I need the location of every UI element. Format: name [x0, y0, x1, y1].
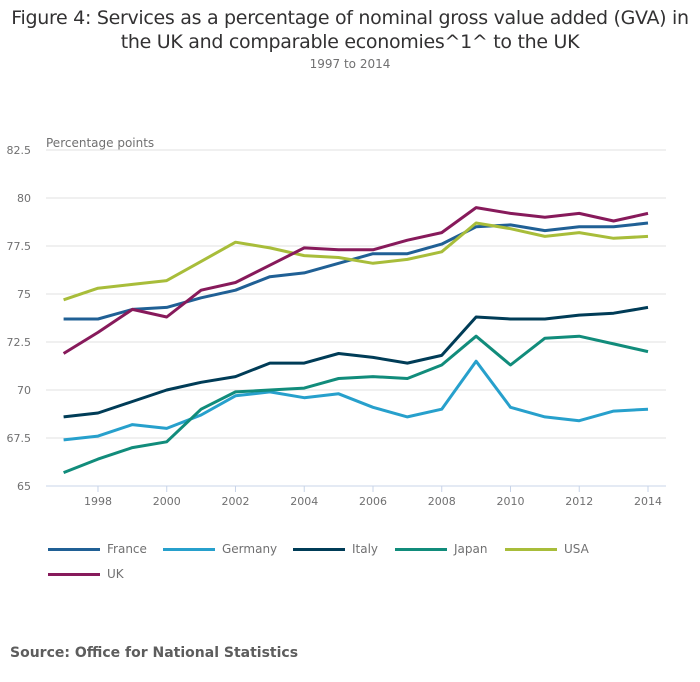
series-line-italy — [63, 305, 649, 419]
series-line-germany — [63, 359, 649, 442]
legend-label: USA — [564, 542, 589, 556]
legend-swatch — [163, 547, 215, 551]
legend-swatch — [505, 547, 557, 551]
x-tick-label: 2006 — [359, 495, 387, 508]
x-tick-label: 2010 — [496, 495, 524, 508]
x-tick-label: 2008 — [428, 495, 456, 508]
legend-swatch — [48, 572, 100, 576]
x-tick-label: 2014 — [634, 495, 662, 508]
series-line-uk — [62, 206, 649, 355]
y-tick-label: 70 — [17, 384, 31, 397]
series-line-usa — [63, 221, 649, 302]
legend-label: France — [107, 542, 147, 556]
series-line-france — [63, 221, 649, 321]
legend-item-france[interactable]: France — [48, 540, 147, 558]
legend-item-italy[interactable]: Italy — [293, 540, 378, 558]
legend-label: Italy — [352, 542, 379, 556]
source-note: Source: Office for National Statistics — [10, 645, 299, 661]
x-tick-label: 2002 — [221, 495, 249, 508]
line-chart: 65 67.5 70 72.5 75 77.5 80 82.5 1998 2000 2002 200… — [7, 136, 666, 508]
chart-title: Figure 4: Services as a percentage of no… — [11, 7, 689, 53]
y-tick-label: 67.5 — [7, 432, 32, 445]
x-tick-label: 2012 — [565, 495, 593, 508]
chart-subtitle: 1997 to 2014 — [309, 57, 391, 71]
y-tick-label: 65 — [17, 480, 31, 493]
legend-swatch — [293, 547, 345, 551]
y-tick-label: 77.5 — [7, 240, 32, 253]
legend-item-japan[interactable]: Japan — [395, 540, 487, 558]
x-axis-ticks: 1998 2000 2002 2004 2006 2008 2010 2012 2014 — [84, 486, 662, 508]
legend-item-germany[interactable]: Germany — [163, 540, 277, 558]
legend-swatch — [395, 547, 447, 551]
legend-item-uk[interactable]: UK — [48, 565, 124, 583]
x-tick-label: 1998 — [84, 495, 112, 508]
series-lines — [62, 206, 649, 474]
y-axis-label: Percentage points — [46, 136, 154, 150]
x-tick-label: 2000 — [153, 495, 181, 508]
legend-label: Germany — [222, 542, 278, 556]
y-tick-label: 72.5 — [7, 336, 32, 349]
legend-label: Japan — [454, 542, 488, 556]
x-tick-label: 2004 — [290, 495, 318, 508]
legend-item-usa[interactable]: USA — [505, 540, 589, 558]
y-tick-label: 75 — [17, 288, 31, 301]
legend-swatch — [48, 547, 100, 551]
legend-label: UK — [107, 567, 124, 581]
y-tick-label: 82.5 — [7, 144, 32, 157]
gridlines — [46, 149, 666, 439]
y-tick-label: 80 — [17, 192, 31, 205]
series-line-japan — [63, 334, 649, 474]
y-axis-ticks: 65 67.5 70 72.5 75 77.5 80 82.5 — [7, 144, 32, 493]
